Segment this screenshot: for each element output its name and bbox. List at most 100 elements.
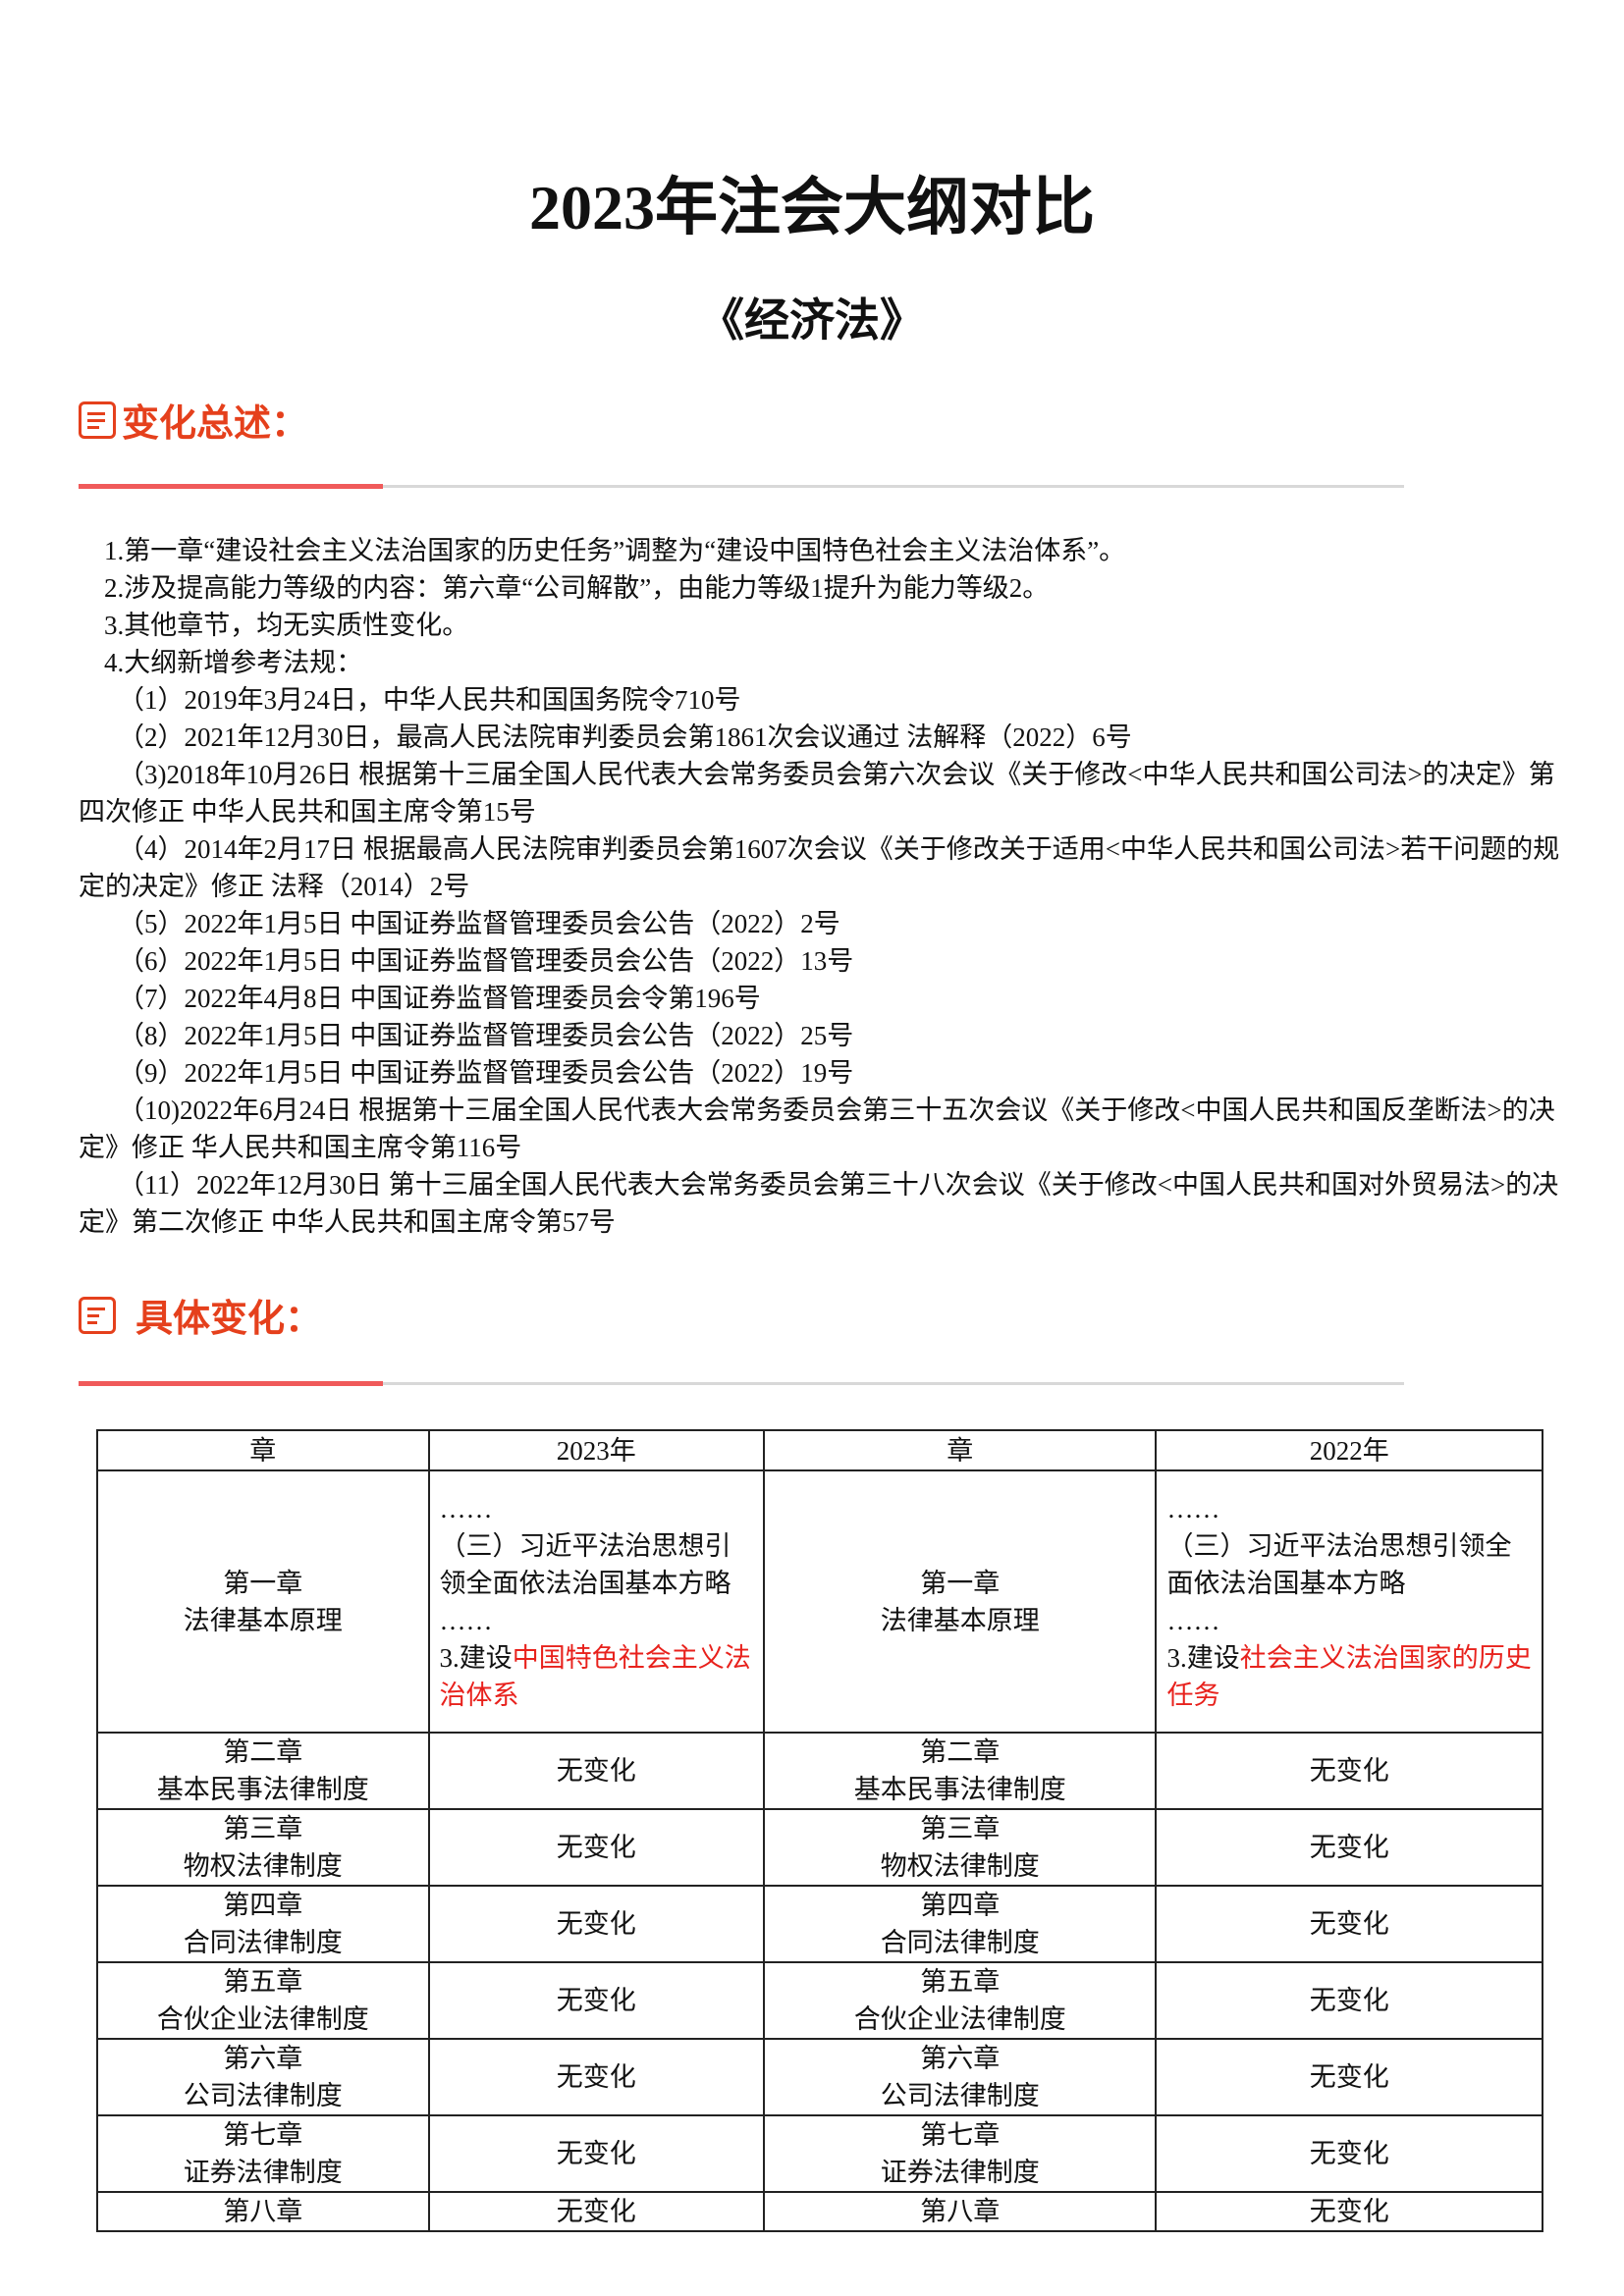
table-row: 第八章 无变化 第八章 无变化 <box>96 2191 1543 2232</box>
chapter-name: 物权法律制度 <box>880 1851 1040 1881</box>
content-2023: 无变化 <box>427 1808 766 1887</box>
chapter-name: 法律基本原理 <box>880 1605 1040 1635</box>
chapter-cell: 第五章合伙企业法律制度 <box>763 1961 1158 2040</box>
chapter-number: 第三章 <box>223 1814 303 1843</box>
table-row: 第四章 合同法律制度 无变化 第四章 合同法律制度 无变化 <box>96 1885 1543 1963</box>
summary-item: 2.涉及提高能力等级的内容：第六章“公司解散”，由能力等级1提升为能力等级2。 <box>104 573 1050 603</box>
header-cell: 章 <box>96 1429 430 1471</box>
chapter-number: 第二章 <box>920 1737 1001 1767</box>
chapter-name: 公司法律制度 <box>183 2081 343 2110</box>
table-row: 第二章 基本民事法律制度 无变化 第二章 基本民事法律制度 无变化 <box>96 1732 1543 1810</box>
summary-item: 1.第一章“建设社会主义法治国家的历史任务”调整为“建设中国特色社会主义法治体系… <box>104 536 1126 565</box>
table-row: 第七章 证券法律制度 无变化 第七章 证券法律制度 无变化 <box>96 2114 1543 2193</box>
content-2023: 无变化 <box>427 2191 766 2232</box>
ellipsis: …… <box>439 1493 493 1523</box>
chapter-name: 合同法律制度 <box>880 1928 1040 1957</box>
content-2023: 无变化 <box>427 1732 766 1810</box>
chapter-number: 第七章 <box>920 2120 1001 2150</box>
header-cell: 2023年 <box>427 1429 766 1471</box>
chapter-cell: 第五章合伙企业法律制度 <box>96 1961 430 2040</box>
chapter-name: 证券法律制度 <box>880 2158 1040 2187</box>
table-row: 第三章 物权法律制度 无变化 第三章 物权法律制度 无变化 <box>96 1808 1543 1887</box>
changed-text: 社会主义法治国家的历史任务 <box>1166 1642 1532 1710</box>
chapter-name: 合同法律制度 <box>183 1928 343 1957</box>
summary-item: 4.大纲新增参考法规： <box>104 648 363 677</box>
content-prefix: 3.建设 <box>439 1642 513 1673</box>
law-item: （6）2022年1月5日 中国证券监督管理委员会公告（2022）13号 <box>118 946 854 976</box>
chapter-cell: 第八章 <box>763 2191 1158 2232</box>
chapter-name: 合伙企业法律制度 <box>156 2004 369 2034</box>
list-icon <box>79 400 116 439</box>
chapter-cell: 第四章 合同法律制度 <box>763 1885 1158 1963</box>
search-list-icon <box>79 1296 116 1334</box>
law-item: （7）2022年4月8日 中国证券监督管理委员会令第196号 <box>118 984 761 1013</box>
chapter-cell: 第七章 证券法律制度 <box>96 2114 430 2193</box>
law-item: （4）2014年2月17日 根据最高人民法院审判委员会第1607次会议《关于修改… <box>79 834 1560 901</box>
content-text: 3.建设中国特色社会主义法治体系 <box>440 1639 754 1714</box>
chapter-cell: 第七章 证券法律制度 <box>763 2114 1158 2193</box>
law-item: （11）2022年12月30日 第十三届全国人民代表大会常务委员会第三十八次会议… <box>79 1170 1559 1237</box>
content-2023: 无变化 <box>427 1885 766 1963</box>
summary-list: 1.第一章“建设社会主义法治国家的历史任务”调整为“建设中国特色社会主义法治体系… <box>79 532 1561 1241</box>
table-row: 第一章法律基本原理 …… （三）习近平法治思想引领全面依法治国基本方略 …… 3… <box>96 1469 1543 1734</box>
table-row: 第五章 合伙企业法律制度 无变化 第五章 合伙企业法律制度 无变化 <box>96 1961 1543 2040</box>
ellipsis: …… <box>1166 1493 1220 1523</box>
comparison-table: 章 2023年 章 2022年 第一章法律基本原理 …… （三）习近平法治思想引… <box>96 1429 1543 2232</box>
chapter-cell: 第二章基本民事法律制度 <box>96 1732 430 1810</box>
content-2022: 无变化 <box>1155 1732 1543 1810</box>
chapter-cell: 第六章 公司法律制度 <box>96 2038 430 2116</box>
chapter-name: 基本民事法律制度 <box>853 1775 1066 1804</box>
chapter-cell: 第一章 法律基本原理 <box>96 1469 430 1734</box>
chapter-cell: 第三章 物权法律制度 <box>96 1808 430 1887</box>
chapter-number: 第四章 <box>223 1891 303 1920</box>
content-2022: 无变化 <box>1155 2191 1543 2232</box>
chapter-number: 第五章 <box>223 1967 303 1997</box>
chapter-number: 第五章 <box>920 1967 1001 1997</box>
law-item: （8）2022年1月5日 中国证券监督管理委员会公告（2022）25号 <box>118 1021 854 1050</box>
chapter-name: 法律基本原理 <box>183 1605 343 1635</box>
chapter-cell: 第三章 物权法律制度 <box>763 1808 1158 1887</box>
law-item: （5）2022年1月5日 中国证券监督管理委员会公告（2022）2号 <box>118 909 840 938</box>
content-2022: 无变化 <box>1155 2114 1543 2193</box>
ellipsis: …… <box>1166 1605 1220 1635</box>
page-subtitle: 《经济法》 <box>699 295 925 346</box>
chapter-cell: 第六章 公司法律制度 <box>763 2038 1158 2116</box>
summary-item: 3.其他章节，均无实质性变化。 <box>104 611 469 640</box>
chapter-cell: 第四章 合同法律制度 <box>96 1885 430 1963</box>
summary-heading: 变化总述： <box>79 393 308 447</box>
chapter-number: 第七章 <box>223 2120 303 2150</box>
summary-heading-text: 变化总述： <box>122 403 309 445</box>
table-row: 第六章 公司法律制度 无变化 第六章 公司法律制度 无变化 <box>96 2038 1543 2116</box>
content-prefix: 3.建设 <box>1166 1642 1240 1673</box>
ellipsis: …… <box>439 1605 493 1635</box>
chapter-number: 第一章 <box>920 1568 1001 1598</box>
content-2023: …… （三）习近平法治思想引领全面依法治国基本方略 …… 3.建设中国特色社会主… <box>427 1469 766 1734</box>
law-item: （1）2019年3月24日，中华人民共和国国务院令710号 <box>118 685 741 715</box>
content-2022: 无变化 <box>1155 2038 1543 2116</box>
details-heading-text: 具体变化： <box>135 1299 323 1340</box>
divider <box>79 1381 1404 1386</box>
content-text: （三）习近平法治思想引领全面依法治国基本方略 <box>1166 1530 1512 1598</box>
details-heading: 具体变化： <box>79 1288 322 1342</box>
law-item: （3)2018年10月26日 根据第十三届全国人民代表大会常务委员会第六次会议《… <box>79 760 1555 827</box>
chapter-number: 第二章 <box>223 1737 303 1767</box>
content-text: （三）习近平法治思想引领全面依法治国基本方略 <box>439 1530 731 1598</box>
content-2022: 无变化 <box>1155 1961 1543 2040</box>
chapter-name: 物权法律制度 <box>183 1851 343 1881</box>
chapter-cell: 第一章 法律基本原理 <box>763 1469 1158 1734</box>
chapter-name: 公司法律制度 <box>880 2081 1040 2110</box>
chapter-number: 第一章 <box>223 1568 303 1598</box>
content-2022: …… （三）习近平法治思想引领全面依法治国基本方略 …… 3.建设社会主义法治国… <box>1155 1469 1543 1734</box>
header-cell: 章 <box>763 1429 1158 1471</box>
changed-text: 中国特色社会主义法治体系 <box>439 1642 751 1710</box>
chapter-number: 第六章 <box>920 2044 1001 2073</box>
content-2023: 无变化 <box>427 1961 766 2040</box>
chapter-name: 合伙企业法律制度 <box>853 2004 1066 2034</box>
content-2023: 无变化 <box>427 2114 766 2193</box>
law-item: （2）2021年12月30日，最高人民法院审判委员会第1861次会议通过 法解释… <box>118 722 1132 752</box>
chapter-name: 基本民事法律制度 <box>156 1775 369 1804</box>
content-2022: 无变化 <box>1155 1808 1543 1887</box>
table-header-row: 章 2023年 章 2022年 <box>96 1429 1543 1471</box>
content-text: 3.建设社会主义法治国家的历史任务 <box>1166 1639 1532 1714</box>
chapter-number: 第三章 <box>920 1814 1001 1843</box>
